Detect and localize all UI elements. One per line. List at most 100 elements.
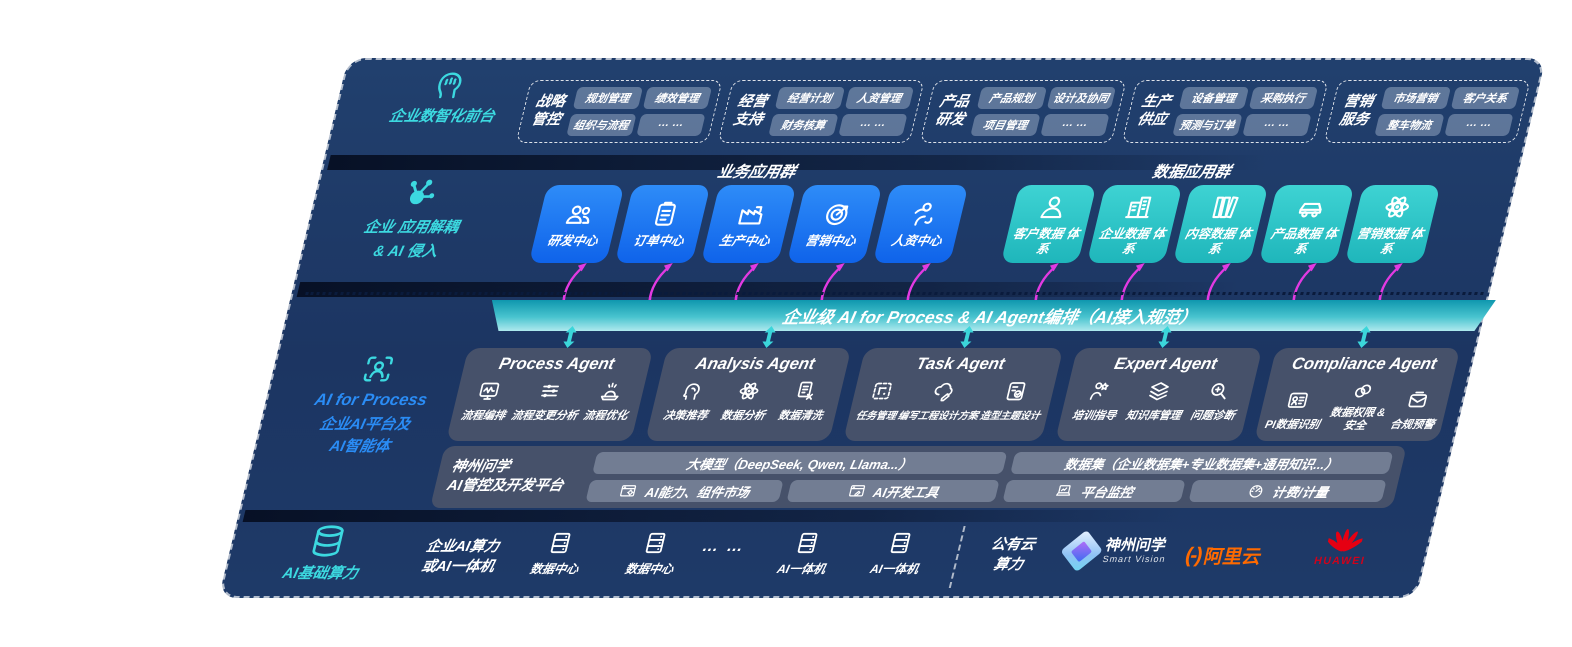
flow-arrow-icon [644, 261, 677, 306]
group-title: 生产供应 [1135, 94, 1173, 128]
flow-arrow-icon [1374, 261, 1407, 306]
analysis-agent-card: Analysis Agent 决策推荐 数据分析 数据清洗 [644, 348, 852, 442]
chip: 预测与订单 [1172, 114, 1243, 136]
app-marketing-data: 营销数据 体系 [1344, 185, 1441, 303]
double-arrow-icon [667, 326, 871, 348]
double-arrow-icon [865, 326, 1069, 348]
cloud-line1: 公有云 [989, 537, 1037, 553]
dev-tools-bar: AI开发工具 [786, 480, 1001, 502]
band-agent-connectors [468, 326, 1465, 348]
decouple-line2: & AI 侵入 [371, 242, 440, 260]
agent-item-label: 知识库管理 [1124, 410, 1183, 422]
flow-arrow-icon [558, 261, 591, 306]
app-product-data: 产品数据 体系 [1258, 185, 1355, 303]
agent-item-label: 数据清洗 [776, 410, 824, 422]
business-apps-header: 业务应用群 [715, 164, 798, 181]
chip: … … [1241, 114, 1312, 136]
huawei-logo: HUAWEI [1313, 526, 1374, 567]
compute-line1: 企业AI算力 [424, 539, 501, 555]
logo-name: 神州问学 [1103, 536, 1169, 554]
chip: 经营计划 [774, 87, 845, 109]
group-title: 产品研发 [933, 94, 971, 128]
enterprise-compute-text: 企业AI算力 或AI一体机 [388, 538, 531, 577]
group-product: 产品研发 产品规划 设计及协同 项目管理 … … [919, 80, 1127, 143]
flow-arrow-icon [730, 261, 763, 306]
node-label: AI一体机 [868, 562, 921, 576]
app-label: 营销数据 体系 [1355, 227, 1425, 256]
app-customer-data: 客户数据 体系 [1000, 185, 1097, 303]
server-icon [544, 530, 576, 556]
head-idea-icon [676, 379, 706, 403]
group-title: 战略管控 [529, 94, 567, 128]
sliders-icon [535, 379, 565, 403]
clipboard-icon [646, 199, 683, 229]
building-icon [1120, 192, 1157, 222]
car-icon [1292, 192, 1329, 222]
brain-head-icon [428, 68, 470, 102]
flow-arrow-icon [1202, 261, 1235, 306]
expert-agent-card: Expert Agent 培训指导 知识库管理 问题诊断 [1054, 348, 1262, 442]
agent-item-label: 数据权限 & 安全 [1328, 407, 1387, 432]
business-apps: 研发中心 订单中心 生产中心 营销中心 人资中心 [528, 185, 969, 303]
app-order-center: 订单中心 [614, 185, 711, 303]
group-operation: 经营支持 经营计划 人资管理 财务核算 … … [717, 80, 925, 143]
app-label: 人资中心 [889, 234, 944, 249]
app-label: 产品数据 体系 [1269, 227, 1339, 256]
app-rd-center: 研发中心 [528, 185, 625, 303]
agent-title: Task Agent [914, 355, 1007, 373]
billing-bar: 计费/计量 [1188, 480, 1387, 502]
app-label: 企业数据 体系 [1097, 227, 1167, 256]
band-shadow [327, 155, 1477, 170]
agent-item-label: 培训指导 [1070, 410, 1118, 422]
server-icon [791, 530, 823, 556]
bar-label: AI开发工具 [871, 484, 941, 500]
group-title: 营销服务 [1337, 94, 1375, 128]
front-office-groups: 战略管控 规划管理 绩效管理 组织与流程 … … 经营支持 经营计划 人资管理 … [515, 80, 1531, 143]
agent-item-label: 流程优化 [582, 410, 629, 422]
agent-title: Expert Agent [1112, 355, 1219, 373]
app-label: 订单中心 [631, 234, 686, 249]
agent-item-label: 任务管理 [854, 411, 898, 422]
double-arrow-icon [468, 326, 672, 348]
architecture-panel: 企业数智化前台 战略管控 规划管理 绩效管理 组织与流程 … … 经营支持 经营… [218, 58, 1547, 600]
capability-market-bar: AI能力、组件市场 [585, 480, 784, 502]
target-icon [818, 199, 855, 229]
agent-item-label: 决策推荐 [661, 410, 709, 422]
agent-item-label: 造型主题设计 [978, 411, 1042, 422]
monitor-wave-icon [474, 379, 504, 403]
laptop-chart-icon [1053, 482, 1075, 500]
platform-label: 神州问学 AI管控及开发平台 [445, 458, 584, 496]
chip: … … [1443, 114, 1514, 136]
chip: 客户关系 [1450, 87, 1521, 109]
app-label: 客户数据 体系 [1011, 227, 1081, 256]
decouple-line1: 企业 应用解耦 [362, 219, 461, 236]
app-production-center: 生产中心 [700, 185, 797, 303]
database-icon [304, 522, 351, 560]
logo-subtitle: Smart Vision [1101, 554, 1167, 565]
public-cloud-text: 公有云 算力 [966, 536, 1055, 575]
chip: 采购执行 [1248, 87, 1319, 109]
ai-label-en: AI for Process [312, 391, 429, 409]
chip: 组织与流程 [566, 114, 637, 136]
ai-for-process-label: AI for Process 企业AI平台及 AI智能体 [282, 352, 457, 456]
chip: 人资管理 [844, 87, 915, 109]
agent-item-label: 编写工程设计方案 [896, 411, 980, 422]
front-office-label: 企业数智化前台 [362, 68, 532, 126]
window-gear-icon [617, 482, 639, 500]
infrastructure-row: AI基础算力 企业AI算力 或AI一体机 数据中心 数据中心 … … AI一体机 [220, 522, 1433, 600]
link-rings-icon [1348, 379, 1378, 403]
monitor-bar: 平台监控 [1002, 480, 1186, 502]
diagnose-icon [1204, 379, 1234, 403]
hr-person-icon [904, 199, 941, 229]
chip: 设备管理 [1178, 87, 1249, 109]
server-icon [884, 530, 916, 556]
gauge-icon [1245, 482, 1267, 500]
theme-card-icon [1001, 379, 1031, 403]
alibaba-cloud-logo: (-) 阿里云 [1182, 542, 1264, 569]
chip: 绩效管理 [642, 87, 713, 109]
data-apps-header: 数据应用群 [1150, 164, 1233, 181]
dashed-divider [948, 526, 966, 588]
app-label: 生产中心 [717, 234, 772, 249]
agent-item-label: 问题诊断 [1189, 410, 1237, 422]
